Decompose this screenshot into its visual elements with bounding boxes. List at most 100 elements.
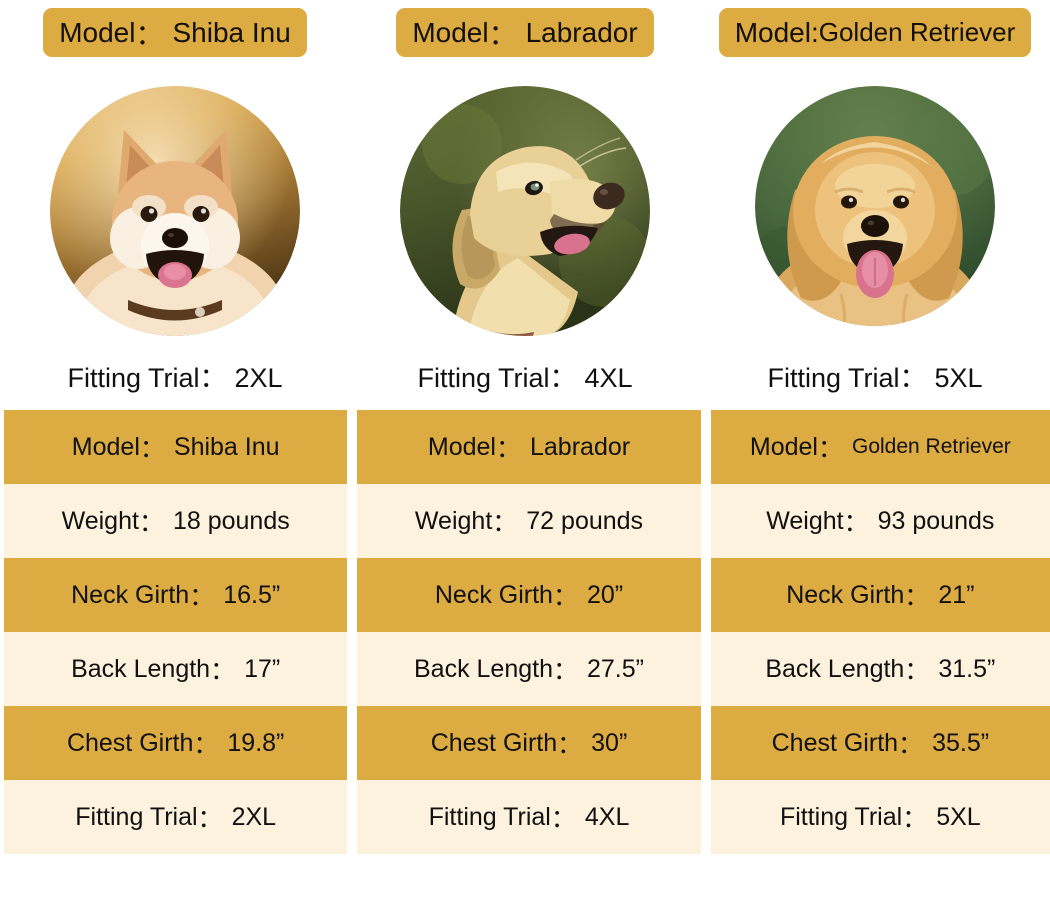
row-value: 30” [591,728,628,757]
badge-cell-2: Model： Labrador [350,0,700,57]
fitting-trial-labrador: Fitting Trial： 4XL [417,356,632,395]
row-separator: ： [817,435,843,463]
row-separator: ： [904,657,930,685]
table-row: Fitting Trial： 5XL [710,780,1050,854]
badge-label: Model [734,16,811,48]
trial-value: 4XL [584,362,633,393]
row-value: Golden Retriever [852,435,1011,458]
row-label: Fitting Trial [779,802,903,831]
row-label: Model [427,432,496,461]
trial-separator: ： [899,362,927,393]
trial-cell-2: Fitting Trial： 4XL [350,340,700,410]
row-separator: ： [898,731,924,759]
row-separator: ： [139,435,165,463]
spec-table-labrador: Model： Labrador Weight： 72 pounds Neck Gir… [357,410,701,854]
shiba-inu-illustration [50,86,300,336]
badge-value: Labrador [525,16,638,48]
model-badge-labrador: Model： Labrador [396,8,654,57]
golden-retriever-illustration [755,86,995,326]
spec-table-golden-retriever: Model： Golden Retriever Weight： 93 pounds … [710,410,1050,854]
badge-value: Shiba Inu [172,16,291,48]
badge-separator: ： [135,18,164,50]
table-row: Back Length： 27.5” [357,632,701,706]
row-value: Shiba Inu [173,432,280,461]
row-label: Back Length [71,654,211,683]
table-row: Fitting Trial： 2XL [4,780,348,854]
row-value: 27.5” [587,654,644,683]
row-separator: ： [189,583,215,611]
badge-label: Model [412,16,489,48]
row-value: Labrador [530,432,631,461]
row-separator: ： [902,805,928,833]
table-row: Fitting Trial： 4XL [357,780,701,854]
badge-separator: ： [488,18,517,50]
trial-label: Fitting Trial [67,362,200,393]
row-label: Back Length [413,654,553,683]
badge-separator: : [810,16,819,48]
row-value: 4XL [584,802,630,831]
table-row: Chest Girth： 35.5” [710,706,1050,780]
row-label: Weight [61,506,139,535]
row-value: 5XL [936,802,981,831]
row-separator: ： [904,583,930,611]
table-row: Weight： 72 pounds [357,484,701,558]
row-label: Fitting Trial [75,802,198,831]
golden-retriever-photo [755,86,995,326]
badge-cell-3: Model: Golden Retriever [700,0,1050,57]
row-label: Weight [414,506,493,535]
row-value: 21” [938,580,975,609]
table-row: Back Length： 17” [4,632,348,706]
fitting-trial-shiba-inu: Fitting Trial： 2XL [67,356,282,395]
row-label: Chest Girth [771,728,899,757]
table-row: Chest Girth： 30” [357,706,701,780]
row-value: 93 pounds [877,506,995,535]
table-row: Model： Shiba Inu [4,410,348,484]
badge-label: Model [59,16,136,48]
model-badge-row: Model： Shiba Inu Model： Labrador Model: Gol… [0,0,1050,68]
row-value: 20” [586,580,624,609]
shiba-inu-photo [50,86,300,336]
row-separator: ： [550,805,576,833]
row-separator: ： [552,657,578,685]
row-value: 17” [244,654,281,683]
badge-value: Golden Retriever [818,17,1016,47]
table-row: Neck Girth： 16.5” [4,558,348,632]
photo-cell-1 [0,68,350,340]
trial-value: 5XL [934,362,983,393]
trial-cell-1: Fitting Trial： 2XL [0,340,350,410]
row-separator: ： [495,435,521,463]
row-label: Model [749,432,818,461]
row-separator: ： [197,805,223,833]
row-separator: ： [843,509,869,537]
row-label: Neck Girth [434,580,553,609]
row-separator: ： [557,731,583,759]
dog-photo-row [0,68,1050,340]
trial-label: Fitting Trial [767,362,900,393]
row-separator: ： [492,509,518,537]
trial-separator: ： [199,362,227,393]
photo-cell-2 [350,68,700,340]
spec-tables: Model： Shiba Inu Weight： 18 pounds Neck Gi… [0,410,1050,854]
row-value: 18 pounds [172,506,290,535]
row-separator: ： [138,509,164,537]
row-label: Fitting Trial [428,802,551,831]
row-label: Weight [766,506,844,535]
model-badge-shiba-inu: Model： Shiba Inu [43,8,307,57]
fitting-trial-row: Fitting Trial： 2XL Fitting Trial： 4XL Fitt… [0,340,1050,410]
row-label: Chest Girth [430,728,558,757]
row-value: 35.5” [932,728,990,757]
table-row: Neck Girth： 21” [710,558,1050,632]
labrador-illustration [400,86,650,336]
model-badge-golden-retriever: Model: Golden Retriever [718,8,1032,57]
row-value: 2XL [231,802,277,831]
trial-separator: ： [549,362,577,393]
fitting-trial-golden-retriever: Fitting Trial： 5XL [767,356,982,395]
photo-cell-3 [700,68,1050,340]
row-separator: ： [193,731,219,759]
table-row: Weight： 93 pounds [710,484,1050,558]
trial-value: 2XL [234,362,283,393]
row-label: Back Length [765,654,905,683]
badge-cell-1: Model： Shiba Inu [0,0,350,57]
row-label: Neck Girth [786,580,905,609]
row-value: 31.5” [938,654,996,683]
